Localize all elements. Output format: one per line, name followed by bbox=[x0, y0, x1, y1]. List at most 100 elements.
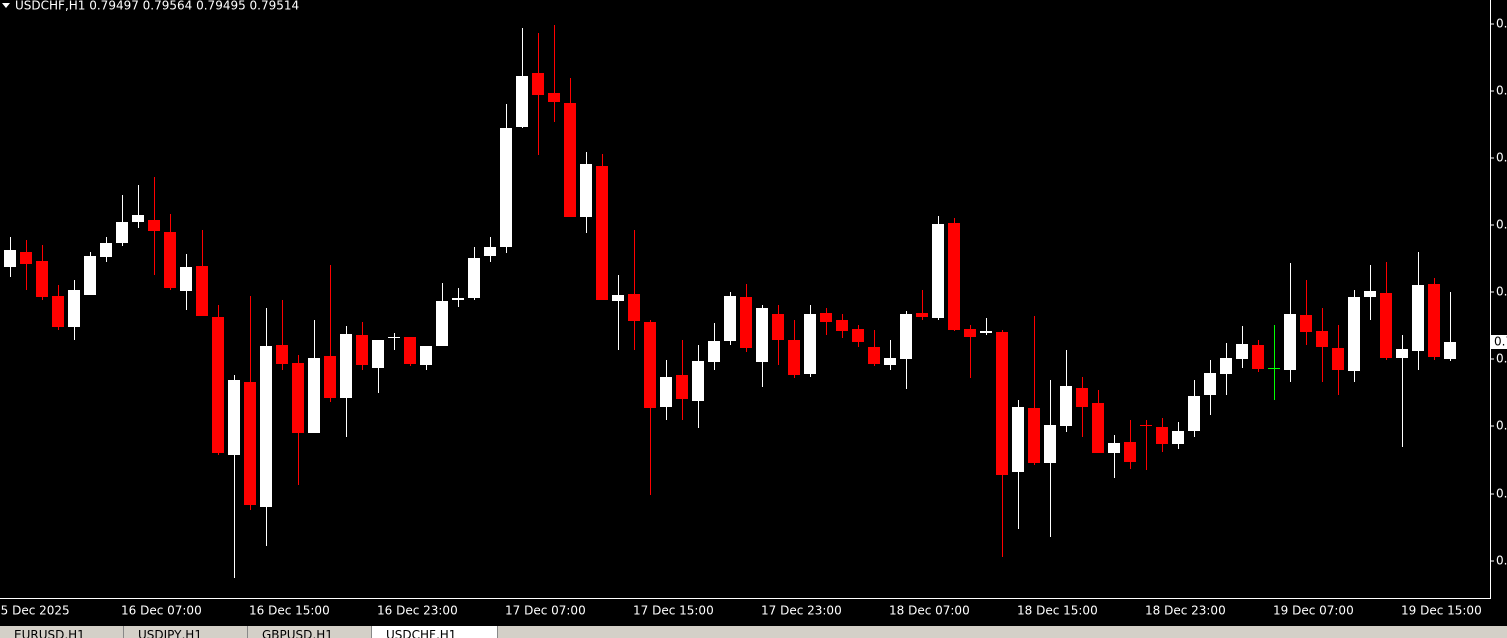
current-price-label: 0.79514 bbox=[1494, 335, 1507, 349]
candle-body bbox=[644, 322, 656, 408]
candle-body bbox=[388, 337, 400, 338]
candle-body bbox=[484, 247, 496, 256]
candle-body bbox=[1012, 407, 1024, 472]
candle-body bbox=[1092, 403, 1104, 453]
candle-body bbox=[1348, 297, 1360, 371]
x-tick-label: 19 Dec 07:00 bbox=[1273, 604, 1354, 618]
y-tick-label: 0.79765 bbox=[1496, 84, 1507, 98]
title-arrow bbox=[2, 3, 10, 8]
candle-body bbox=[1300, 315, 1312, 332]
candle-body bbox=[52, 296, 64, 327]
tab-bar: EURUSD,H1 USDJPY,H1 GBPUSD,H1 USDCHF,H1 bbox=[0, 626, 1507, 638]
y-tick-label: 0.7943 bbox=[1496, 419, 1507, 433]
candle-body bbox=[180, 267, 192, 291]
candle-body bbox=[1060, 386, 1072, 426]
candle-body bbox=[532, 73, 544, 95]
candle-body bbox=[772, 314, 784, 340]
candle-body bbox=[884, 358, 896, 365]
y-tick-label: 0.79295 bbox=[1496, 554, 1507, 568]
x-tick-label: 17 Dec 15:00 bbox=[633, 604, 714, 618]
current-price-box bbox=[1491, 335, 1507, 349]
candle-body bbox=[836, 320, 848, 331]
x-tick-label: 16 Dec 23:00 bbox=[377, 604, 458, 618]
candle-body bbox=[1140, 425, 1152, 426]
x-tick-label: 17 Dec 23:00 bbox=[761, 604, 842, 618]
candle-body bbox=[1188, 396, 1200, 431]
candle-body bbox=[292, 363, 304, 433]
candle-body bbox=[516, 76, 528, 127]
candle-body bbox=[852, 329, 864, 342]
candle-body bbox=[100, 243, 112, 257]
candle-body bbox=[580, 164, 592, 217]
candle-body bbox=[356, 335, 368, 365]
chart-tab[interactable]: USDCHF,H1 bbox=[372, 626, 498, 638]
candle-body bbox=[1412, 285, 1424, 351]
candle-body bbox=[116, 222, 128, 243]
candle-body bbox=[788, 340, 800, 375]
candle-body bbox=[1044, 425, 1056, 463]
chart-tab[interactable]: GBPUSD,H1 bbox=[248, 626, 372, 638]
candle-body bbox=[612, 295, 624, 301]
y-tick-label: 0.79631 bbox=[1496, 218, 1507, 232]
candle-body bbox=[260, 346, 272, 507]
candle-body bbox=[244, 382, 256, 505]
x-tick-label: 15 Dec 2025 bbox=[0, 604, 70, 618]
candle-body bbox=[148, 220, 160, 231]
candle-body bbox=[660, 377, 672, 407]
candle-body bbox=[20, 252, 32, 264]
x-tick-label: 16 Dec 07:00 bbox=[121, 604, 202, 618]
candle-body bbox=[1172, 431, 1184, 444]
candle-body bbox=[1204, 373, 1216, 395]
candle-body bbox=[196, 266, 208, 316]
candle-body bbox=[324, 356, 336, 398]
y-tick-label: 0.79832 bbox=[1496, 17, 1507, 31]
candle-body bbox=[436, 301, 448, 346]
candle-body bbox=[916, 313, 928, 317]
candle-body bbox=[820, 313, 832, 322]
candle-body bbox=[4, 250, 16, 267]
x-tick-label: 19 Dec 15:00 bbox=[1401, 604, 1482, 618]
x-tick-label: 18 Dec 15:00 bbox=[1017, 604, 1098, 618]
candle-body bbox=[1076, 388, 1088, 407]
candle-body bbox=[724, 296, 736, 341]
y-tick-label: 0.79362 bbox=[1496, 487, 1507, 501]
candle-body bbox=[1332, 348, 1344, 370]
candle-body bbox=[308, 358, 320, 433]
candle-body bbox=[420, 346, 432, 365]
y-tick-label: 0.79497 bbox=[1496, 352, 1507, 366]
candle-body bbox=[708, 341, 720, 362]
candle-body bbox=[740, 297, 752, 348]
candle-body bbox=[36, 261, 48, 297]
candle-body bbox=[964, 329, 976, 337]
candle-body bbox=[1380, 293, 1392, 358]
candle-body bbox=[68, 290, 80, 327]
candle-body bbox=[932, 224, 944, 318]
chart-tab[interactable]: USDJPY,H1 bbox=[124, 626, 248, 638]
candle-body bbox=[1428, 284, 1440, 357]
candle-body bbox=[84, 256, 96, 295]
candle-body bbox=[868, 347, 880, 364]
candle-body bbox=[1444, 342, 1456, 359]
candle-body bbox=[132, 215, 144, 222]
candle-body bbox=[948, 223, 960, 330]
candle-body bbox=[628, 294, 640, 321]
y-tick-label: 0.79564 bbox=[1496, 285, 1507, 299]
candle-body bbox=[164, 232, 176, 288]
x-tick-label: 16 Dec 15:00 bbox=[249, 604, 330, 618]
x-tick-label: 17 Dec 07:00 bbox=[505, 604, 586, 618]
chart-title: USDCHF,H1 0.79497 0.79564 0.79495 0.7951… bbox=[15, 0, 299, 13]
chart-tab[interactable]: EURUSD,H1 bbox=[0, 626, 124, 638]
candle-body bbox=[804, 314, 816, 374]
candle-body bbox=[692, 361, 704, 401]
candle-body bbox=[276, 345, 288, 364]
candle-body bbox=[468, 258, 480, 298]
x-tick-label: 18 Dec 23:00 bbox=[1145, 604, 1226, 618]
candle-body bbox=[212, 317, 224, 453]
candle-body bbox=[996, 332, 1008, 475]
candle-body bbox=[1364, 291, 1376, 297]
candle-body bbox=[676, 375, 688, 399]
candle-body bbox=[372, 340, 384, 368]
candle-body bbox=[452, 298, 464, 300]
candle-body bbox=[500, 128, 512, 247]
